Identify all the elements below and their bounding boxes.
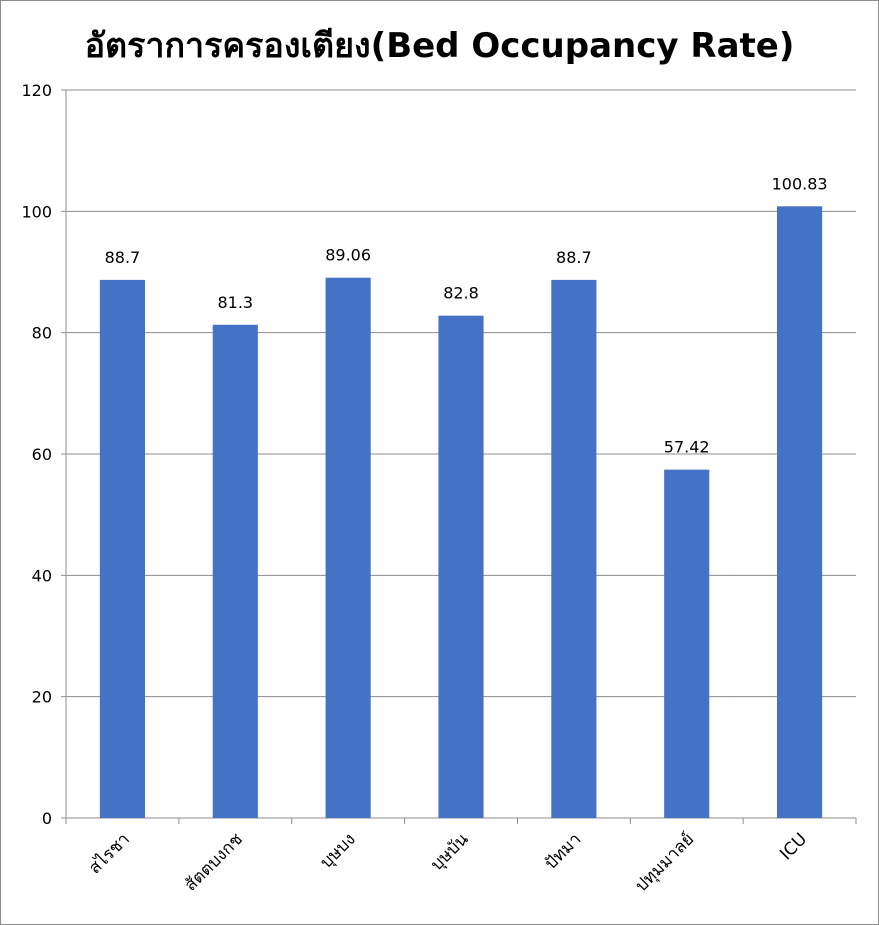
bar bbox=[99, 279, 145, 818]
data-label: 100.83 bbox=[772, 174, 828, 193]
y-tick-label: 80 bbox=[32, 324, 52, 343]
x-axis-ticks: สไรชา สัตตบงกช บุษบง บุษบัน ปัทมา ปทุมมาลย์ IC… bbox=[65, 818, 857, 896]
x-tick-label: ICU bbox=[776, 829, 811, 864]
bar bbox=[438, 315, 484, 818]
y-tick-label: 120 bbox=[21, 81, 52, 100]
chart-title: อัตราการครองเตียง(Bed Occupancy Rate) bbox=[84, 26, 795, 66]
data-label: 89.06 bbox=[325, 246, 371, 265]
bar bbox=[325, 277, 371, 819]
bars bbox=[99, 206, 823, 819]
data-label: 88.7 bbox=[105, 248, 141, 267]
x-tick-label: ปัทมา bbox=[541, 829, 585, 873]
y-tick-label: 0 bbox=[42, 809, 52, 828]
bar bbox=[777, 206, 823, 819]
bar bbox=[212, 324, 258, 818]
data-label: 82.8 bbox=[443, 284, 479, 303]
x-tick-label: สไรชา bbox=[84, 829, 134, 879]
bar bbox=[664, 469, 710, 818]
y-tick-label: 60 bbox=[32, 445, 52, 464]
data-label: 57.42 bbox=[664, 438, 710, 457]
y-tick-label: 100 bbox=[21, 202, 52, 221]
x-tick-label: บุษบัน bbox=[427, 829, 473, 875]
data-label: 81.3 bbox=[217, 293, 253, 312]
data-label: 88.7 bbox=[556, 248, 592, 267]
data-labels: 88.7 81.3 89.06 82.8 88.7 57.42 100.83 bbox=[105, 174, 828, 456]
bar bbox=[551, 279, 597, 818]
x-tick-label: สัตตบงกช bbox=[181, 829, 247, 895]
y-tick-label: 20 bbox=[32, 688, 52, 707]
x-tick-label: บุษบง bbox=[316, 829, 359, 872]
y-axis-ticks: 0 20 40 60 80 100 120 bbox=[21, 81, 66, 828]
y-tick-label: 40 bbox=[32, 566, 52, 585]
x-tick-label: ปทุมมาลย์ bbox=[632, 829, 699, 896]
